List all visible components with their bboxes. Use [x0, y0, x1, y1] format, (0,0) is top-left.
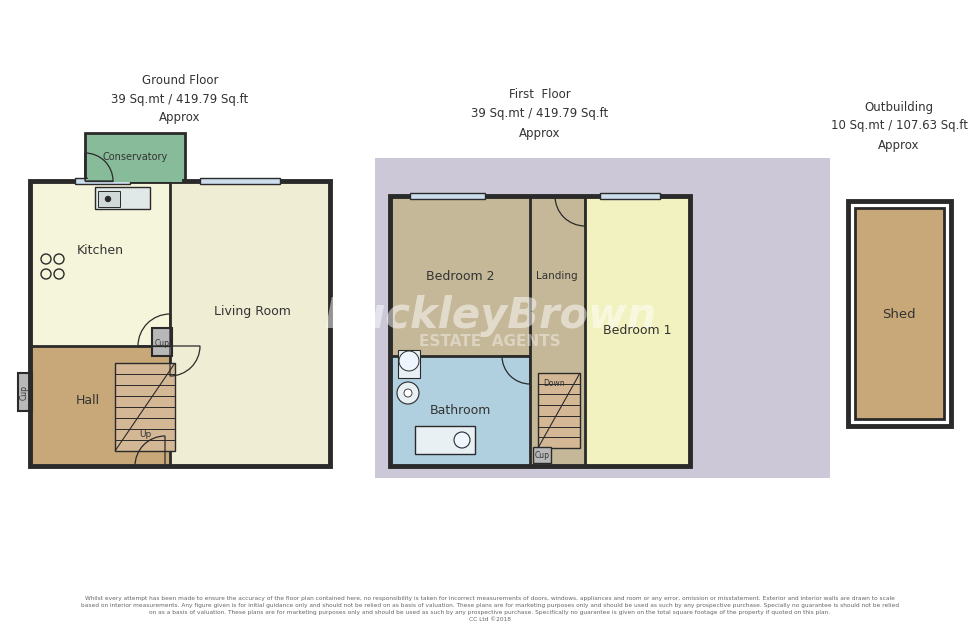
Bar — [530, 196, 585, 466]
Bar — [152, 328, 172, 356]
Text: Cup: Cup — [20, 385, 28, 399]
Text: Bedroom 2: Bedroom 2 — [425, 269, 494, 283]
Bar — [415, 426, 475, 454]
Text: Kitchen: Kitchen — [76, 244, 123, 258]
Text: Landing: Landing — [536, 271, 578, 281]
Text: Hall: Hall — [75, 394, 100, 408]
Bar — [585, 196, 690, 466]
Circle shape — [404, 389, 412, 397]
Circle shape — [106, 197, 111, 201]
Bar — [98, 191, 120, 207]
Bar — [200, 178, 280, 184]
Text: Cup: Cup — [155, 338, 170, 347]
Bar — [848, 201, 951, 426]
Bar — [30, 181, 170, 346]
Text: Bedroom 1: Bedroom 1 — [603, 324, 671, 338]
Text: First  Floor
39 Sq.mt / 419.79 Sq.ft
Approx: First Floor 39 Sq.mt / 419.79 Sq.ft Appr… — [471, 88, 609, 140]
Bar — [390, 196, 690, 466]
Text: Up: Up — [139, 430, 151, 439]
Bar — [30, 181, 330, 466]
Bar — [30, 346, 170, 466]
Bar — [95, 187, 150, 209]
Circle shape — [454, 432, 470, 448]
Bar — [398, 350, 420, 378]
Bar — [115, 363, 175, 451]
Text: Living Room: Living Room — [214, 304, 290, 317]
Text: Bathroom: Bathroom — [429, 404, 491, 417]
Bar — [30, 181, 330, 466]
Text: Whilst every attempt has been made to ensure the accuracy of the floor plan cont: Whilst every attempt has been made to en… — [81, 596, 899, 622]
Bar — [538, 373, 580, 448]
Text: Down: Down — [543, 378, 564, 388]
Text: Ground Floor
39 Sq.mt / 419.79 Sq.ft
Approx: Ground Floor 39 Sq.mt / 419.79 Sq.ft App… — [112, 74, 249, 124]
Bar — [375, 158, 830, 478]
Circle shape — [397, 382, 419, 404]
Bar — [600, 193, 660, 199]
Bar — [390, 196, 530, 466]
Text: Cup: Cup — [534, 451, 550, 460]
Bar — [855, 208, 944, 419]
Text: BuckleyBrown: BuckleyBrown — [323, 295, 657, 337]
Text: Conservatory: Conservatory — [102, 152, 168, 162]
Text: ESTATE  AGENTS: ESTATE AGENTS — [419, 333, 561, 349]
Bar — [390, 356, 530, 466]
Bar — [88, 176, 182, 182]
Bar — [410, 193, 485, 199]
Bar — [533, 447, 551, 463]
Text: Outbuilding
10 Sq.mt / 107.63 Sq.ft
Approx: Outbuilding 10 Sq.mt / 107.63 Sq.ft Appr… — [830, 101, 967, 151]
Text: Shed: Shed — [882, 308, 916, 320]
Circle shape — [399, 351, 419, 371]
Bar — [85, 133, 185, 181]
Bar — [75, 178, 130, 184]
Bar — [18, 373, 32, 411]
